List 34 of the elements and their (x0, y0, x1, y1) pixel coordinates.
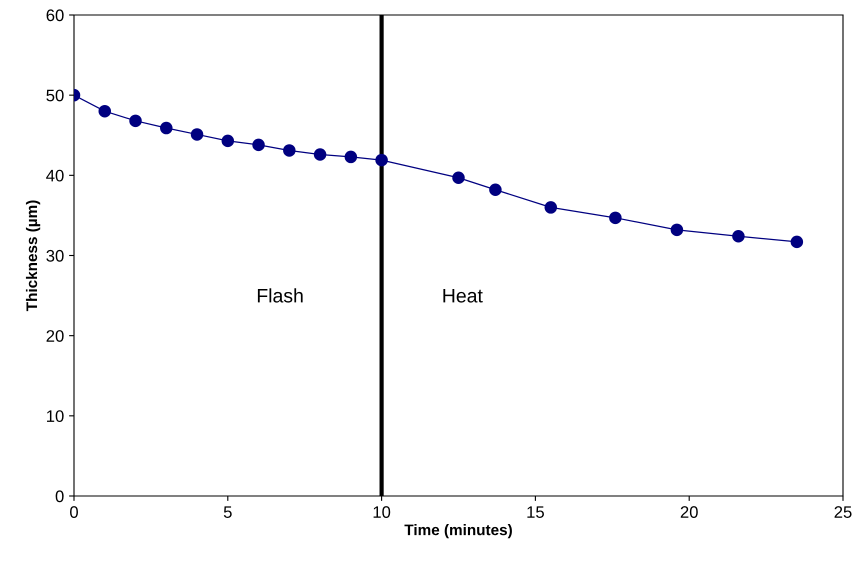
x-tick-label: 5 (224, 506, 232, 518)
point (489, 184, 502, 196)
point (375, 154, 388, 166)
point (252, 138, 265, 152)
x-tick-label: 10 (374, 506, 390, 518)
point (314, 148, 326, 161)
point (160, 122, 173, 134)
x-tick-label: 0 (70, 506, 78, 518)
point (283, 144, 296, 157)
y-tick-label: 10 (47, 410, 64, 422)
x-tick-label: 15 (527, 506, 544, 518)
y-tick-label: 40 (46, 170, 64, 182)
y-tick-label: 50 (46, 90, 64, 102)
point (344, 150, 358, 164)
point (452, 171, 465, 184)
point (129, 114, 142, 128)
x-tick-label: 25 (834, 506, 852, 518)
point (790, 236, 804, 248)
point (222, 134, 234, 148)
point (670, 224, 684, 236)
point (98, 104, 112, 118)
y-tick-label: 30 (46, 250, 64, 262)
annotation: Heat (443, 289, 483, 303)
point (544, 201, 558, 214)
point (609, 212, 622, 224)
point (190, 128, 204, 141)
y-tick-label: 0 (56, 490, 64, 502)
x-tick-label: 20 (680, 506, 698, 518)
y-tick-label: 20 (46, 330, 64, 342)
annotation: Flash (258, 288, 303, 303)
x-axis-title: Time (minutes) (404, 524, 512, 538)
y-tick-label: 60 (46, 9, 64, 22)
point (732, 230, 745, 243)
y-axis-title: Thickness (µm) (26, 200, 40, 312)
